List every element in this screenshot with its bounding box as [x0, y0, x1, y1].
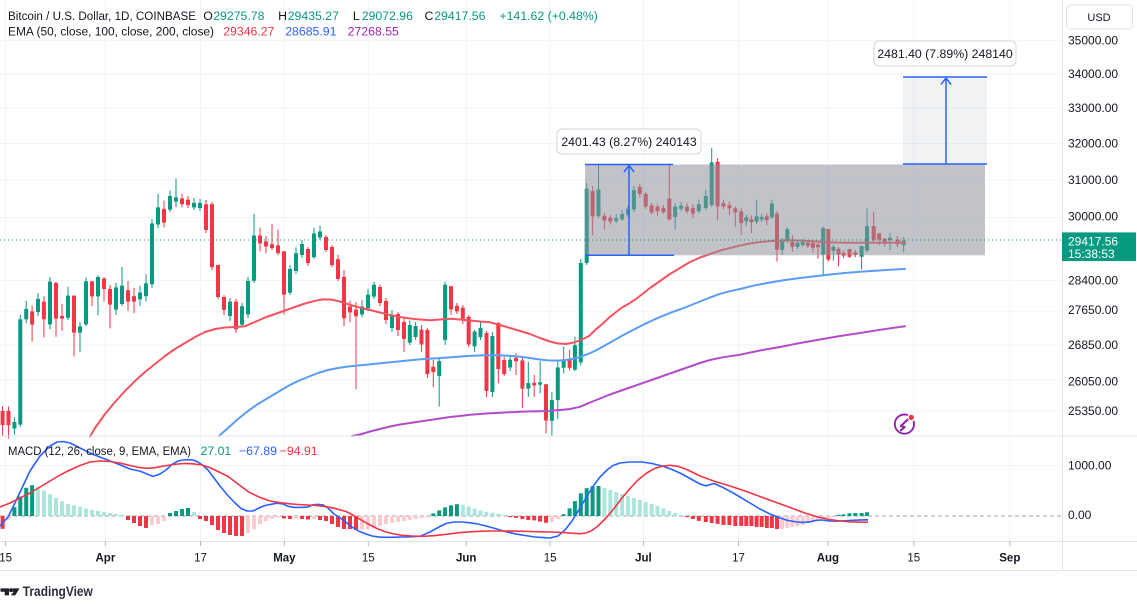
svg-text:Aug: Aug	[817, 553, 839, 565]
svg-text:31000.00: 31000.00	[1068, 173, 1118, 187]
svg-text:H: H	[278, 9, 287, 23]
svg-text:27650.00: 27650.00	[1068, 303, 1118, 317]
svg-text:33000.00: 33000.00	[1068, 101, 1118, 115]
svg-text:15: 15	[544, 553, 557, 565]
svg-text:17: 17	[732, 553, 745, 565]
svg-text:MACD (12, 26, close, 9, EMA, E: MACD (12, 26, close, 9, EMA, EMA)	[8, 444, 191, 458]
svg-text:15: 15	[907, 553, 920, 565]
svg-text:Bitcoin / U.S. Dollar, 1D, COI: Bitcoin / U.S. Dollar, 1D, COINBASE	[8, 9, 196, 23]
svg-text:32000.00: 32000.00	[1068, 137, 1118, 151]
svg-text:−67.89: −67.89	[239, 444, 277, 458]
svg-text:O: O	[203, 9, 213, 23]
svg-text:C: C	[425, 9, 434, 23]
svg-text:25350.00: 25350.00	[1068, 404, 1118, 418]
svg-text:35000.00: 35000.00	[1068, 34, 1118, 48]
svg-text:29072.96: 29072.96	[362, 9, 413, 23]
svg-text:30000.00: 30000.00	[1068, 209, 1118, 223]
svg-text:15: 15	[362, 553, 375, 565]
svg-text:29275.78: 29275.78	[213, 9, 264, 23]
svg-text:29417.56: 29417.56	[1068, 234, 1118, 248]
svg-text:EMA (50, close, 100, close, 20: EMA (50, close, 100, close, 200, close)	[8, 25, 214, 39]
svg-text:26050.00: 26050.00	[1068, 375, 1118, 389]
svg-text:26850.00: 26850.00	[1068, 338, 1118, 352]
svg-text:2401.43 (8.27%) 240143: 2401.43 (8.27%) 240143	[561, 135, 697, 149]
svg-text:29417.56: 29417.56	[434, 9, 485, 23]
svg-text:May: May	[273, 553, 296, 565]
svg-text:27268.55: 27268.55	[348, 25, 399, 39]
svg-text:0.00: 0.00	[1068, 508, 1092, 522]
svg-text:Jun: Jun	[456, 553, 476, 565]
svg-text:29346.27: 29346.27	[223, 25, 274, 39]
svg-text:28685.91: 28685.91	[285, 25, 336, 39]
svg-text:USD: USD	[1087, 12, 1110, 24]
svg-text:1000.00: 1000.00	[1068, 459, 1112, 473]
svg-text:28400.00: 28400.00	[1068, 273, 1118, 287]
svg-text:L: L	[353, 9, 360, 23]
svg-text:−94.91: −94.91	[280, 444, 318, 458]
svg-text:2481.40 (7.89%) 248140: 2481.40 (7.89%) 248140	[877, 47, 1013, 61]
svg-text:Jul: Jul	[635, 553, 652, 565]
svg-text:Sep: Sep	[999, 553, 1020, 565]
svg-text:17: 17	[194, 553, 207, 565]
svg-text:15:38:53: 15:38:53	[1068, 247, 1115, 261]
svg-text:TradingView: TradingView	[23, 584, 93, 599]
svg-text:27.01: 27.01	[201, 444, 232, 458]
svg-text:15: 15	[0, 553, 12, 565]
svg-text:29435.27: 29435.27	[288, 9, 339, 23]
svg-text:+141.62 (+0.48%): +141.62 (+0.48%)	[499, 9, 597, 23]
svg-text:Apr: Apr	[95, 553, 115, 565]
svg-text:34000.00: 34000.00	[1068, 67, 1118, 81]
